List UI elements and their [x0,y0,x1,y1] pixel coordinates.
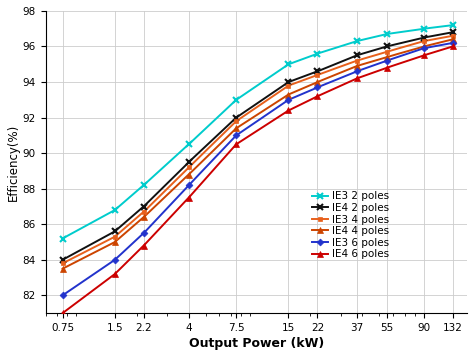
IE4 4 poles [286,92,292,97]
Line: IE3 4 poles: IE3 4 poles [60,34,455,266]
IE3 6 poles [450,41,456,45]
IE4 2 poles [354,53,359,57]
IE3 6 poles [383,59,389,63]
IE3 2 poles [286,62,292,66]
IE4 4 poles [450,37,456,41]
IE3 2 poles [450,23,456,27]
IE3 4 poles [450,34,456,38]
Line: IE3 2 poles: IE3 2 poles [59,22,456,242]
IE4 2 poles [112,229,118,233]
IE4 4 poles [315,80,320,84]
IE3 4 poles [383,50,389,54]
IE4 6 poles [450,44,456,49]
Line: IE4 6 poles: IE4 6 poles [60,44,456,316]
IE4 2 poles [315,69,320,74]
IE4 2 poles [141,204,146,208]
IE4 4 poles [186,172,191,177]
IE4 4 poles [112,240,118,244]
IE4 6 poles [60,311,65,315]
Line: IE4 2 poles: IE4 2 poles [59,29,456,263]
IE4 2 poles [421,35,427,40]
IE3 2 poles [112,208,118,212]
IE3 6 poles [112,258,118,262]
IE4 6 poles [186,196,191,200]
IE4 6 poles [315,94,320,99]
IE3 4 poles [286,84,292,88]
IE4 4 poles [60,267,65,271]
IE3 2 poles [186,142,191,146]
Legend: IE3 2 poles, IE4 2 poles, IE3 4 poles, IE4 4 poles, IE3 6 poles, IE4 6 poles: IE3 2 poles, IE4 2 poles, IE3 4 poles, I… [312,191,389,259]
IE3 6 poles [315,85,320,90]
IE3 2 poles [354,39,359,43]
IE3 4 poles [60,261,65,266]
IE4 6 poles [383,66,389,70]
IE3 6 poles [186,183,191,187]
IE4 4 poles [233,126,239,130]
IE3 2 poles [141,183,146,187]
IE3 6 poles [141,231,146,235]
IE3 2 poles [233,98,239,102]
IE3 2 poles [60,236,65,241]
IE4 4 poles [421,44,427,49]
IE3 6 poles [354,69,359,74]
IE4 2 poles [383,44,389,49]
IE3 6 poles [60,293,65,297]
IE4 6 poles [421,53,427,57]
IE4 6 poles [112,272,118,276]
IE3 6 poles [421,46,427,50]
IE4 2 poles [60,258,65,262]
IE4 6 poles [286,109,292,113]
IE4 6 poles [233,142,239,146]
IE3 6 poles [286,98,292,102]
IE4 2 poles [450,30,456,34]
IE3 4 poles [233,119,239,123]
IE3 4 poles [186,165,191,170]
IE4 6 poles [354,76,359,81]
IE4 4 poles [141,215,146,219]
Y-axis label: Efficiency(%): Efficiency(%) [7,124,20,201]
IE4 6 poles [141,243,146,248]
IE3 4 poles [141,210,146,214]
IE3 4 poles [112,235,118,239]
IE3 4 poles [315,73,320,77]
Line: IE4 4 poles: IE4 4 poles [60,37,456,272]
IE4 2 poles [286,80,292,84]
IE4 2 poles [233,115,239,120]
IE4 4 poles [354,64,359,68]
IE4 4 poles [383,55,389,59]
IE3 2 poles [383,32,389,36]
IE3 2 poles [315,51,320,56]
IE4 2 poles [186,160,191,164]
IE3 4 poles [421,39,427,43]
Line: IE3 6 poles: IE3 6 poles [60,40,455,298]
IE3 2 poles [421,26,427,31]
IE3 4 poles [354,59,359,63]
IE3 6 poles [233,133,239,137]
X-axis label: Output Power (kW): Output Power (kW) [189,337,324,350]
